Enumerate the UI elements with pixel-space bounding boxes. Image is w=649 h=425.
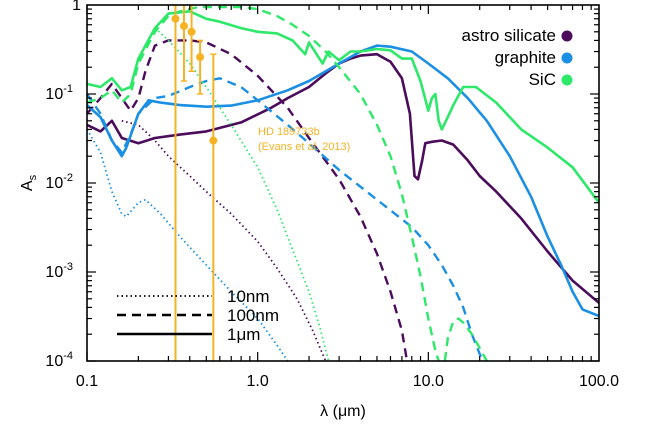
y-axis-label: As — [19, 174, 39, 191]
observations-layer — [171, 5, 218, 361]
x-tick-label-1: 1.0 — [247, 373, 269, 390]
obs-point-4 — [209, 136, 218, 145]
series-SiC-dashed-7 — [87, 5, 440, 361]
series-graphite-dotted-5 — [87, 128, 289, 361]
series-astro_silicate-dashed-1 — [87, 39, 409, 361]
labels-layer: HD 189733b (Evans et al. 2013) 0.1 1.0 10.0 1… — [19, 0, 619, 420]
series-layer — [87, 5, 599, 361]
series-astro_silicate-dotted-2 — [121, 119, 327, 361]
legend-label-graphite: graphite — [495, 48, 556, 67]
x-tick-label-3: 100.0 — [579, 373, 619, 390]
ticks-layer — [86, 5, 599, 362]
legend-label-SiC: SiC — [529, 70, 556, 89]
obs-point-3 — [196, 53, 205, 62]
y-tick-label-3: 10-3 — [45, 261, 73, 281]
y-tick-label-4: 10-4 — [45, 350, 73, 370]
y-tick-label-2: 10-2 — [45, 172, 73, 192]
y-tick-label-1: 10-1 — [45, 83, 73, 103]
legend-marker-graphite — [561, 52, 573, 64]
legend-size-label-dotted: 10nm — [227, 287, 270, 306]
legend-label-astro_silicate: astro silicate — [462, 26, 556, 45]
series-astro_silicate-solid-0 — [87, 52, 599, 304]
annotation-line2: (Evans et al. 2013) — [258, 141, 350, 153]
legend-size-label-dashed: 100nm — [227, 306, 279, 325]
series-SiC-solid-6 — [87, 10, 599, 204]
legend-size-label-solid: 1μm — [227, 325, 260, 344]
annotation-line1: HD 189733b — [258, 126, 320, 138]
series-graphite-solid-3 — [87, 44, 599, 318]
series-graphite-dashed-4 — [87, 77, 485, 361]
obs-point-1 — [179, 22, 188, 31]
x-axis-label: λ (μm) — [320, 403, 366, 420]
obs-point-2 — [187, 27, 196, 36]
y-tick-label-0: 1 — [72, 0, 81, 14]
legend-marker-SiC — [561, 74, 573, 86]
series-SiC-dashed-8 — [443, 317, 488, 361]
series-SiC-dotted-9 — [154, 27, 330, 361]
x-tick-label-2: 10.0 — [413, 373, 444, 390]
legend-marker-astro_silicate — [561, 30, 573, 42]
obs-point-0 — [171, 14, 180, 23]
x-tick-label-0: 0.1 — [76, 373, 98, 390]
